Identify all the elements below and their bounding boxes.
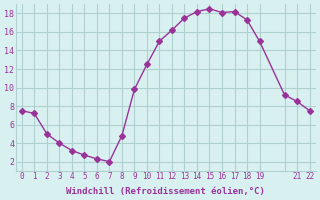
- X-axis label: Windchill (Refroidissement éolien,°C): Windchill (Refroidissement éolien,°C): [66, 187, 265, 196]
